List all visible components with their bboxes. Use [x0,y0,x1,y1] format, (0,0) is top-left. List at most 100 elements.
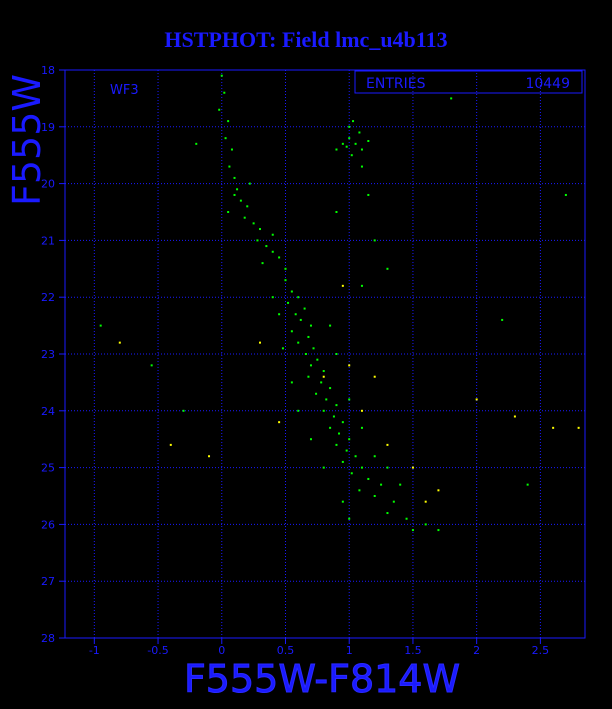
point [278,313,281,316]
point [367,477,370,480]
point [230,148,233,151]
point [309,324,312,327]
point [348,398,351,401]
x-tick-label: 0.5 [277,644,295,657]
point [358,131,361,134]
point [348,125,351,128]
point [338,432,341,435]
point [386,466,389,469]
x-axis-label: F555W-F814W [184,657,460,701]
point [386,512,389,515]
y-axis-label: F555W [5,74,49,206]
point [373,495,376,497]
point [312,347,315,350]
point [169,443,172,446]
point [233,193,236,196]
point [309,364,312,367]
point [373,239,376,242]
point [335,443,338,446]
point [360,426,363,429]
point [223,91,226,94]
point [341,142,344,145]
point [304,353,307,355]
y-tick-label: 28 [41,632,55,645]
point [564,193,567,196]
point [307,335,310,338]
point [118,341,121,344]
point [552,426,555,429]
point [320,381,323,384]
point [329,387,332,390]
y-tick-label: 23 [41,348,55,361]
point [424,523,427,526]
x-tick-label: -1 [89,644,100,657]
point [329,426,332,429]
point [335,404,338,407]
y-tick-label: 20 [41,178,55,191]
point [450,97,453,100]
point [233,176,236,179]
x-tick-label: 1.5 [404,644,422,657]
point [218,108,221,111]
point [411,529,414,532]
point [290,330,293,333]
point [278,421,281,424]
point [513,415,516,418]
point [315,392,318,395]
x-tick-label: 2.5 [532,644,550,657]
y-tick-label: 22 [41,291,55,304]
point [350,472,353,475]
point [360,148,363,151]
point [278,256,281,259]
point [290,381,293,384]
point [307,375,310,378]
point [526,483,529,486]
point [220,74,223,77]
point [350,154,353,157]
point [348,438,351,441]
point [322,375,325,378]
point [354,142,357,145]
point [271,250,274,253]
point [475,398,478,401]
x-tick-label: -0.5 [147,644,168,657]
point [373,375,376,378]
point [195,142,198,145]
point [335,211,338,213]
point [345,449,348,452]
point [341,284,344,287]
point [386,267,389,270]
point [437,529,440,532]
point [386,443,389,446]
point [297,409,300,412]
point [271,233,274,236]
point [259,228,261,231]
point [297,341,300,344]
point [303,307,306,310]
y-tick-label: 19 [41,121,55,134]
point [437,489,440,492]
point [348,517,351,520]
point [316,358,319,361]
point [322,466,325,469]
point [224,137,227,140]
point [332,415,335,418]
stats-frame [354,70,583,94]
point [329,324,332,327]
point [299,318,302,321]
stats-box: ENTRIES 10449 [354,70,583,94]
point [281,347,284,350]
point [348,364,351,367]
point [405,517,408,520]
point [360,409,363,412]
point [577,426,580,429]
point [411,466,414,469]
point [182,409,185,412]
point [373,455,376,458]
point [335,148,338,151]
point [284,267,287,270]
point [348,137,351,140]
y-tick-label: 18 [41,64,55,77]
y-tick-label: 26 [41,518,55,531]
